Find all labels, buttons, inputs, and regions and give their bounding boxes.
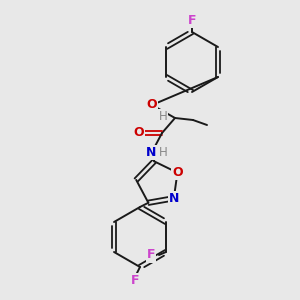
Text: H: H	[159, 146, 167, 158]
Text: H: H	[159, 110, 167, 122]
Text: N: N	[146, 146, 156, 158]
Text: F: F	[131, 274, 139, 286]
Text: O: O	[147, 98, 157, 112]
Text: F: F	[188, 14, 196, 26]
Text: N: N	[169, 192, 179, 205]
Text: O: O	[134, 127, 144, 140]
Text: F: F	[147, 248, 155, 262]
Text: O: O	[172, 166, 183, 179]
